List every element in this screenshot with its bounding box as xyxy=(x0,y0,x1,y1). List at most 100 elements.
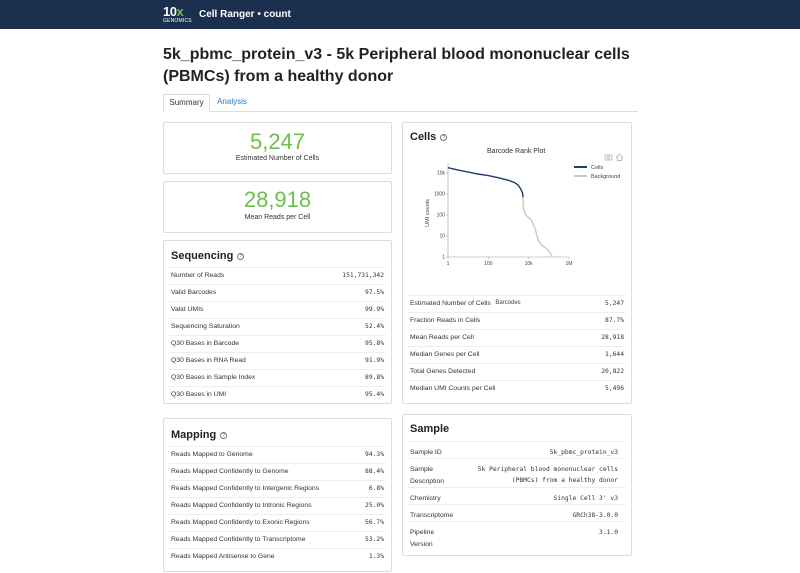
y-tick-label: 1000 xyxy=(434,192,445,198)
series-line-cells xyxy=(447,167,524,198)
cells-title: Cells? xyxy=(410,131,448,143)
x-tick-label: 1 xyxy=(447,261,450,267)
mapping-card: Mapping? Reads Mapped to Genome 94.3% Rea… xyxy=(163,418,392,572)
tab-analysis[interactable]: Analysis xyxy=(217,97,247,106)
row-value: 6.8% xyxy=(368,485,384,492)
tab-summary[interactable]: Summary xyxy=(163,94,210,112)
table-row: Median UMI Counts per Cell 5,496 xyxy=(408,380,626,397)
row-label: Q30 Bases in RNA Read xyxy=(171,357,246,364)
row-value: 151,731,342 xyxy=(342,272,384,279)
logo-x-mark: x xyxy=(176,4,184,19)
table-row: Estimated Number of Cells 5,247 xyxy=(408,295,626,312)
sample-card: Sample Sample ID 5k_pbmc_protein_v3 Sampl… xyxy=(402,414,632,556)
table-row: Reads Mapped Antisense to Gene 1.3% xyxy=(169,548,386,565)
row-value: 53.2% xyxy=(365,536,384,543)
x-tick-label: 100 xyxy=(484,261,493,267)
row-label: Estimated Number of Cells xyxy=(410,300,491,307)
table-row: Fraction Reads in Cells 87.7% xyxy=(408,312,626,329)
table-row: Reads Mapped Confidently to Transcriptom… xyxy=(169,531,386,548)
row-label: Median UMI Counts per Cell xyxy=(410,385,496,392)
metric-card-reads: 28,918 Mean Reads per Cell xyxy=(163,181,392,233)
legend-label-cells: Cells xyxy=(591,165,603,171)
y-axis-label: UMI counts xyxy=(425,199,431,227)
legend-label-background: Background xyxy=(591,174,620,180)
table-row: Valid UMIs 99.9% xyxy=(169,301,386,318)
row-value: 56.7% xyxy=(365,519,384,526)
row-value: 94.3% xyxy=(365,451,384,458)
row-label: Reads Mapped Antisense to Gene xyxy=(171,553,275,560)
sequencing-card: Sequencing? Number of Reads 151,731,342 V… xyxy=(163,240,392,404)
cells-title-text: Cells xyxy=(410,131,437,143)
row-value: 95.4% xyxy=(365,391,384,398)
home-icon[interactable] xyxy=(615,153,624,161)
row-value: 89.8% xyxy=(365,374,384,381)
y-tick-label: 10k xyxy=(437,171,446,177)
row-label: Q30 Bases in Barcode xyxy=(171,340,240,347)
table-row: Reads Mapped Confidently to Exonic Regio… xyxy=(169,514,386,531)
metric-value: 5,247 xyxy=(249,129,306,154)
row-value: GRCh38-3.0.0 xyxy=(572,512,619,519)
logo-subtext: GENOMICS xyxy=(163,18,192,24)
row-label: Fraction Reads in Cells xyxy=(410,317,481,324)
row-label: Reads Mapped Confidently to Intronic Reg… xyxy=(171,502,312,509)
table-row: Valid Barcodes 97.5% xyxy=(169,284,386,301)
table-row: Sample ID 5k_pbmc_protein_v3 xyxy=(408,441,626,458)
tab-bar: Summary Analysis xyxy=(163,94,638,112)
table-row: Pipeline Version 3.1.0 xyxy=(408,521,626,550)
mapping-title-text: Mapping xyxy=(171,429,217,441)
camera-icon[interactable] xyxy=(604,154,613,161)
row-label: Q30 Bases in UMI xyxy=(171,391,227,398)
y-tick-label: 100 xyxy=(437,213,446,219)
row-value: 5,496 xyxy=(605,385,624,392)
row-label: Transcriptome xyxy=(410,512,454,519)
mapping-title: Mapping? xyxy=(171,429,228,441)
row-value: 28,918 xyxy=(601,334,624,341)
row-value: 20,822 xyxy=(601,368,624,375)
row-label: Valid Barcodes xyxy=(171,289,217,296)
table-row: Sequencing Saturation 52.4% xyxy=(169,318,386,335)
sample-title: Sample xyxy=(410,423,450,435)
sequencing-title: Sequencing? xyxy=(171,250,245,262)
x-axis-label: Barcodes xyxy=(495,300,520,306)
row-value: 5,247 xyxy=(605,300,624,307)
row-value: 52.4% xyxy=(365,323,384,330)
sequencing-title-text: Sequencing xyxy=(171,250,234,262)
table-row: Q30 Bases in Sample Index 89.8% xyxy=(169,369,386,386)
chart-title: Barcode Rank Plot xyxy=(487,148,546,155)
row-value: 1,644 xyxy=(605,351,624,358)
row-label: Valid UMIs xyxy=(171,306,204,313)
table-row: Chemistry Single Cell 3' v3 xyxy=(408,487,626,504)
row-value: 91.9% xyxy=(365,357,384,364)
barcode-rank-plot[interactable]: 1 100 10k 1M 1 10 100 1000 10k Barcodes UMI coun… xyxy=(403,145,631,315)
table-row: Total Genes Detected 20,822 xyxy=(408,363,626,380)
row-value: 5k Peripheral blood mononuclear cells (P… xyxy=(477,466,618,484)
cells-card: Cells? Barcode Rank Plot 1 100 10k 1M 1 10 100… xyxy=(402,122,632,404)
app-title: Cell Ranger • count xyxy=(199,9,291,20)
row-value: 95.8% xyxy=(365,340,384,347)
help-icon[interactable]: ? xyxy=(237,252,245,260)
help-icon[interactable]: ? xyxy=(440,133,448,141)
table-row: Reads Mapped Confidently to Intergenic R… xyxy=(169,480,386,497)
table-row: Q30 Bases in Barcode 95.8% xyxy=(169,335,386,352)
10x-genomics-logo[interactable]: 10x GENOMICS xyxy=(163,4,192,25)
table-row: Reads Mapped to Genome 94.3% xyxy=(169,446,386,463)
logo-main-text: 10 xyxy=(163,4,177,19)
row-value: 3.1.0 xyxy=(599,529,618,536)
table-row: Sample Description 5k Peripheral blood mo… xyxy=(408,458,626,487)
row-label: Reads Mapped Confidently to Intergenic R… xyxy=(171,485,320,492)
row-value: 99.9% xyxy=(365,306,384,313)
row-value: 25.0% xyxy=(365,502,384,509)
table-row: Mean Reads per Cell 28,918 xyxy=(408,329,626,346)
y-tick-label: 1 xyxy=(442,255,445,261)
help-icon[interactable]: ? xyxy=(220,431,228,439)
metric-label: Mean Reads per Cell xyxy=(244,214,311,221)
table-row: Reads Mapped Confidently to Genome 88.4% xyxy=(169,463,386,480)
table-row: Q30 Bases in UMI 95.4% xyxy=(169,386,386,403)
row-value: 88.4% xyxy=(365,468,384,475)
row-label: Reads Mapped Confidently to Exonic Regio… xyxy=(171,519,310,526)
row-value: 87.7% xyxy=(605,317,624,324)
metric-value: 28,918 xyxy=(243,187,312,212)
row-label: Chemistry xyxy=(410,495,441,502)
metric-card-cells: 5,247 Estimated Number of Cells xyxy=(163,122,392,174)
table-row: Transcriptome GRCh38-3.0.0 xyxy=(408,504,626,521)
